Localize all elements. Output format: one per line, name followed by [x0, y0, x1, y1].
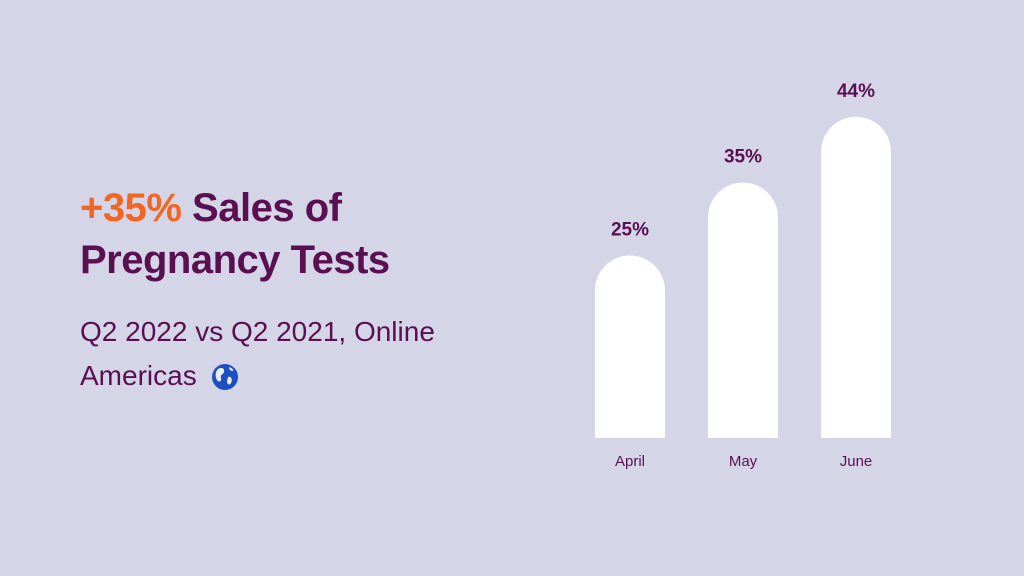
heading: +35% Sales of Pregnancy Tests [80, 182, 450, 286]
x-tick-label: May [729, 453, 758, 470]
subtitle-block: Q2 2022 vs Q2 2021, Online Americas [80, 310, 500, 398]
x-tick-label: June [840, 453, 873, 470]
chart-title: Sales of Pregnancy Tests [80, 186, 390, 282]
value-label: 44% [837, 81, 875, 102]
bar [595, 255, 665, 438]
title-highlight: +35% [80, 186, 182, 230]
subtitle: Q2 2022 vs Q2 2021, Online Americas [80, 316, 435, 391]
globe-icon [211, 364, 238, 390]
x-tick-label: April [615, 453, 645, 470]
value-label: 25% [611, 220, 649, 241]
bar [821, 116, 891, 439]
value-label: 35% [724, 147, 762, 168]
bar [708, 182, 778, 438]
